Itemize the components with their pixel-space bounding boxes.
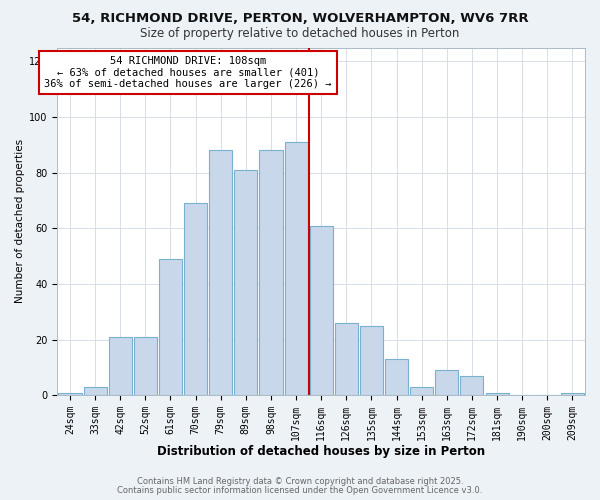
Bar [134,337,157,396]
Bar [385,359,408,396]
Text: 54, RICHMOND DRIVE, PERTON, WOLVERHAMPTON, WV6 7RR: 54, RICHMOND DRIVE, PERTON, WOLVERHAMPTO… [71,12,529,26]
Bar [460,376,484,396]
Bar [259,150,283,396]
Text: Contains public sector information licensed under the Open Government Licence v3: Contains public sector information licen… [118,486,482,495]
Bar [83,387,107,396]
Bar [435,370,458,396]
Bar [310,226,333,396]
Text: Size of property relative to detached houses in Perton: Size of property relative to detached ho… [140,28,460,40]
Text: 54 RICHMOND DRIVE: 108sqm
← 63% of detached houses are smaller (401)
36% of semi: 54 RICHMOND DRIVE: 108sqm ← 63% of detac… [44,56,332,89]
Bar [485,392,509,396]
Bar [159,259,182,396]
Bar [284,142,308,396]
Bar [561,392,584,396]
Bar [410,387,433,396]
Bar [360,326,383,396]
Text: Contains HM Land Registry data © Crown copyright and database right 2025.: Contains HM Land Registry data © Crown c… [137,477,463,486]
Y-axis label: Number of detached properties: Number of detached properties [15,140,25,304]
Bar [234,170,257,396]
Bar [335,323,358,396]
Bar [109,337,132,396]
Bar [184,204,207,396]
Bar [209,150,232,396]
X-axis label: Distribution of detached houses by size in Perton: Distribution of detached houses by size … [157,444,485,458]
Bar [58,392,82,396]
